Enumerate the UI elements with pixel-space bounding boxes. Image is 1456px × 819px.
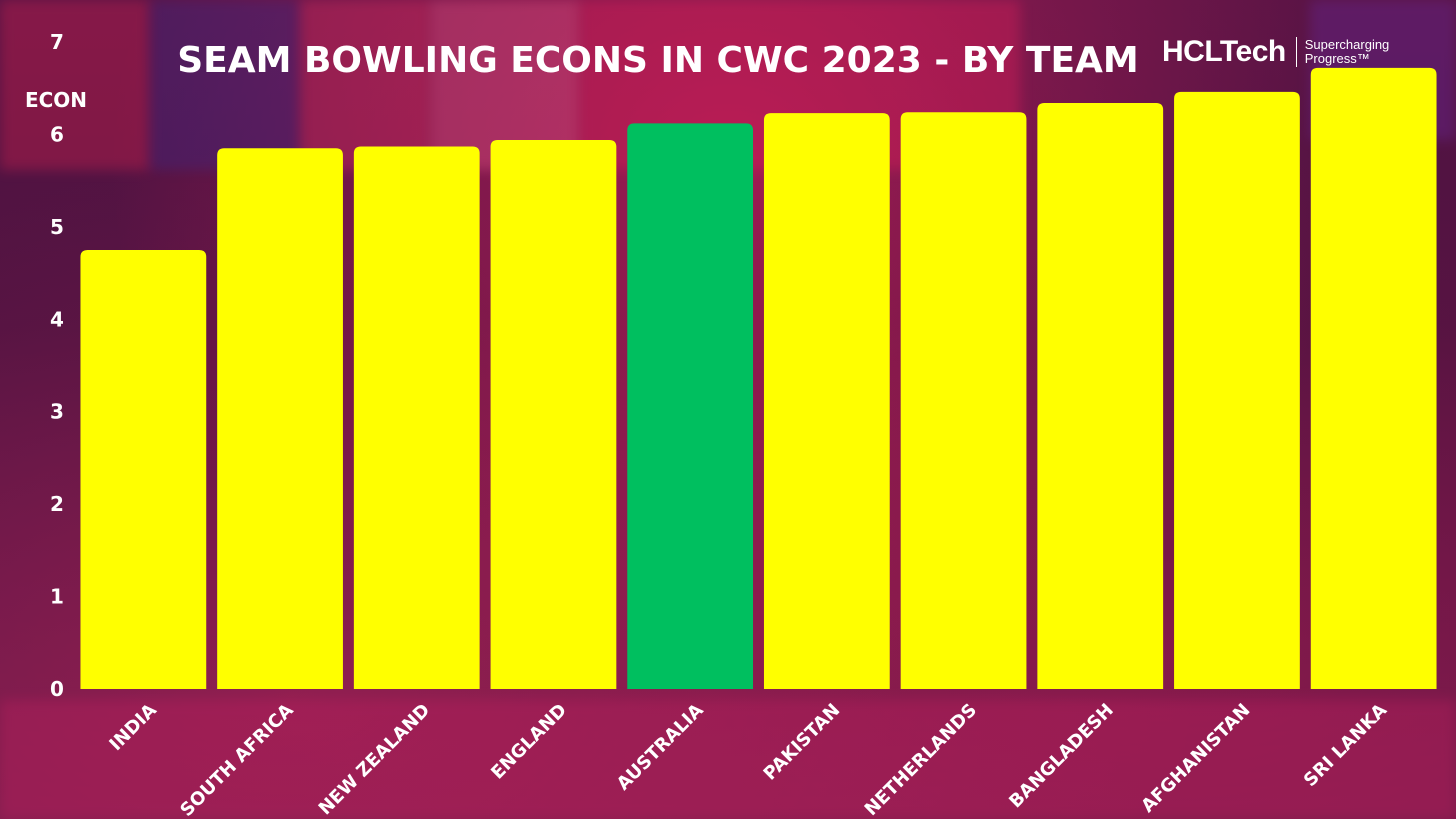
bar-new-zealand [353,146,480,690]
logo-tagline-line2: Progress™ [1304,51,1370,66]
bar-netherlands [900,112,1027,689]
y-tick-label: 2 [50,492,64,516]
background-panel-left [0,0,150,170]
bars [80,67,1437,690]
y-tick-label: 3 [50,400,64,424]
logo-divider [1295,37,1297,67]
logo-tagline-line1: Supercharging [1304,37,1390,52]
y-tick-label: 5 [50,215,64,239]
x-tick-label: NEW ZEALAND [315,700,435,819]
y-tick-label: 4 [50,307,64,331]
chart-title: SEAM BOWLING ECONS IN CWC 2023 - BY TEAM [177,40,1139,81]
x-tick-label: PAKISTAN [760,700,845,785]
x-tick-label: INDIA [105,700,160,755]
x-tick-label: AUSTRALIA [613,700,708,795]
background-panel-blue [150,0,300,170]
background-panel-red [300,0,430,170]
x-tick-label: SOUTH AFRICA [176,700,297,819]
bar-south-africa [217,148,343,690]
bar-bangladesh [1037,103,1164,689]
logo-tagline: Supercharging Progress™ [1305,38,1390,66]
bar-sri-lanka [1310,67,1437,689]
y-tick-label: 7 [50,30,64,54]
y-axis-label: ECON [25,88,87,112]
logo-wordmark: HCLTech [1162,35,1286,68]
y-axis-ticks: 0 1 2 3 4 5 6 7 [50,30,64,701]
x-tick-label: ENGLAND [487,700,571,784]
hcltech-logo: HCLTech Supercharging Progress™ [1162,32,1389,72]
y-tick-label: 6 [50,122,64,146]
x-tick-label: NETHERLANDS [861,700,981,819]
y-tick-label: 1 [50,585,64,609]
x-axis-ticks: INDIA SOUTH AFRICA NEW ZEALAND ENGLAND AUSTR… [105,700,1391,819]
background-seats [0,700,1456,819]
bar-pakistan [763,113,890,690]
bar-england [490,139,617,689]
bar-afghanistan [1174,91,1300,689]
y-tick-label: 0 [50,677,64,701]
bar-india [80,249,207,689]
bar-australia [627,123,754,689]
x-tick-label: BANGLADESH [1005,700,1118,813]
x-tick-label: SRI LANKA [1300,700,1391,791]
x-tick-label: AFGHANISTAN [1137,700,1254,817]
